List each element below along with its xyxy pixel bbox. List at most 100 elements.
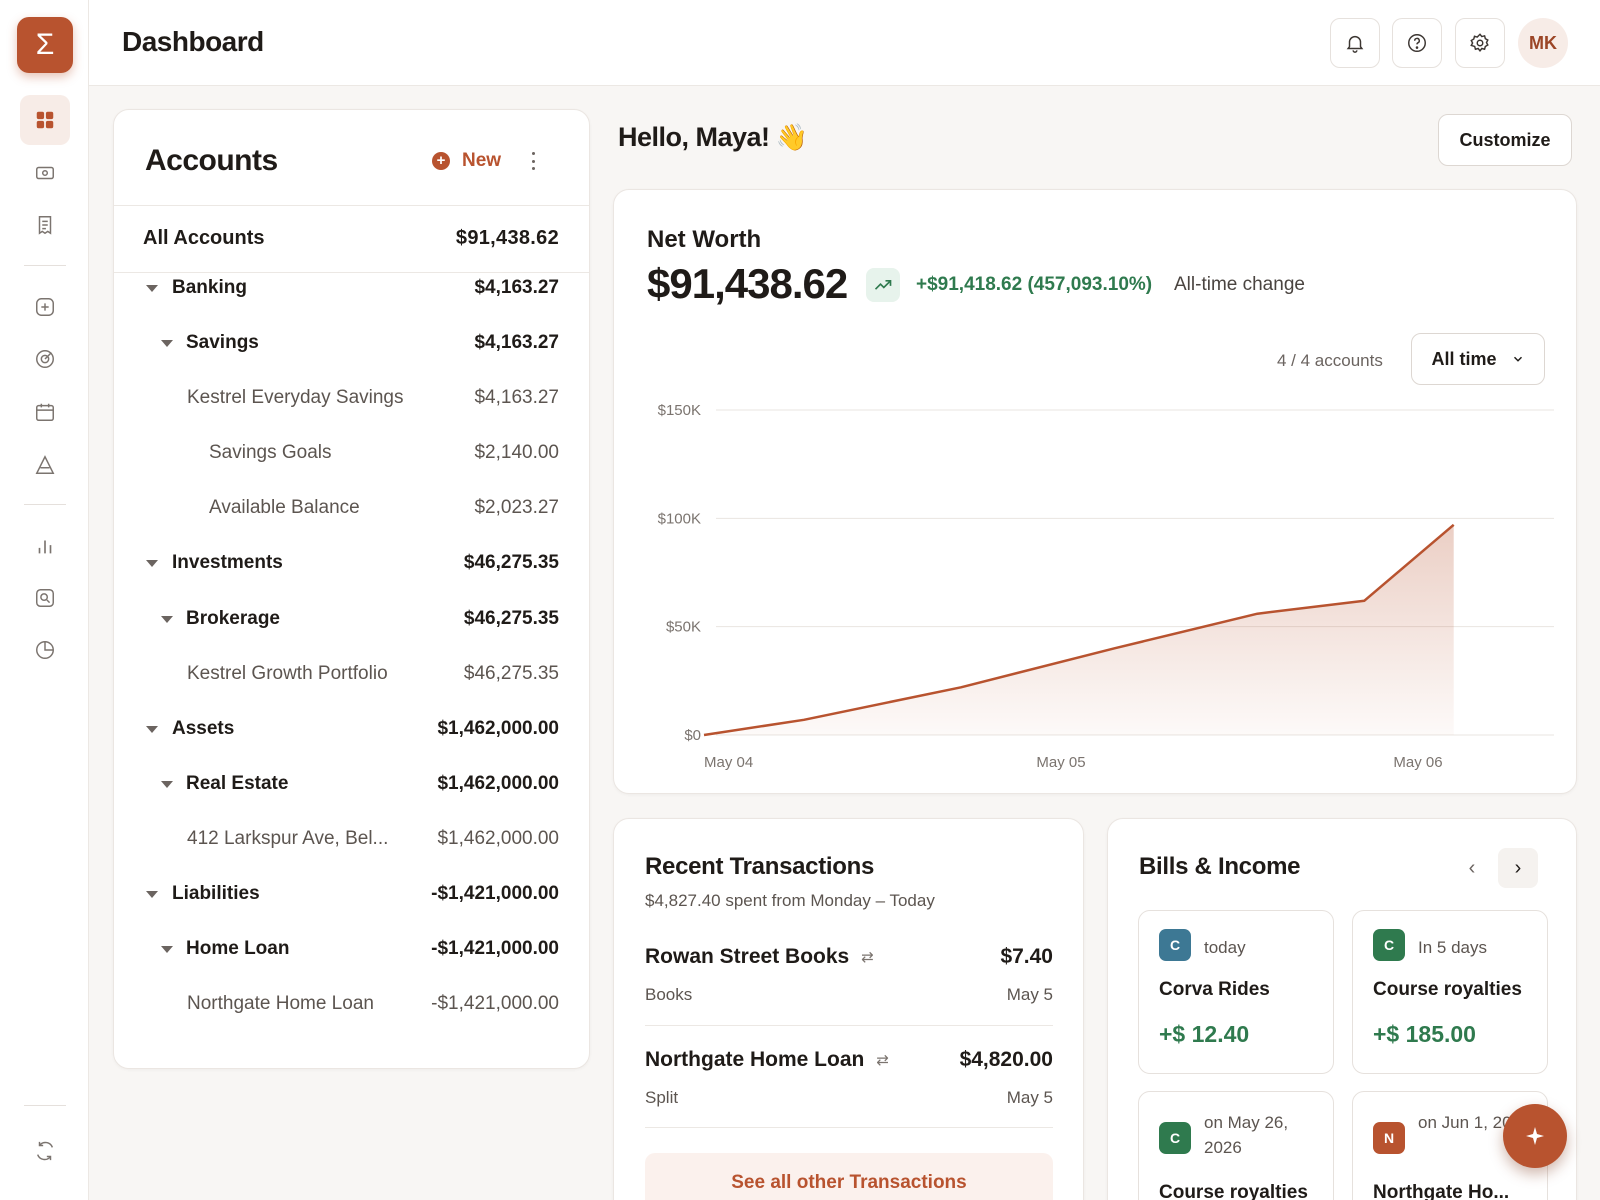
chevron-down-icon bbox=[1513, 356, 1522, 362]
caret-down-icon[interactable] bbox=[161, 946, 173, 953]
nav-search[interactable] bbox=[20, 573, 70, 623]
more-options-icon[interactable] bbox=[527, 148, 539, 174]
account-amount: -$1,421,000.00 bbox=[431, 993, 559, 1014]
bill-name: Northgate Ho... bbox=[1373, 1182, 1510, 1200]
plus-circle-icon: + bbox=[432, 152, 450, 170]
bill-card[interactable]: C In 5 days Course royalties +$ 185.00 bbox=[1352, 910, 1548, 1074]
caret-down-icon[interactable] bbox=[161, 616, 173, 623]
ai-assistant-button[interactable] bbox=[1503, 1104, 1567, 1168]
account-row[interactable]: Northgate Home Loan -$1,421,000.00 bbox=[114, 989, 589, 1019]
top-header: Dashboard MK bbox=[89, 0, 1600, 86]
nav-budget[interactable] bbox=[20, 625, 70, 675]
account-row[interactable]: Banking $4,163.27 bbox=[114, 273, 589, 303]
payee-badge: C bbox=[1159, 929, 1191, 961]
chevron-right-icon[interactable]: › bbox=[1498, 848, 1538, 888]
account-name: Assets bbox=[172, 718, 235, 739]
bill-due: on Jun 1, 2026 bbox=[1418, 1113, 1531, 1132]
nav-accounts[interactable] bbox=[20, 148, 70, 198]
pie-chart-icon bbox=[36, 641, 54, 659]
bill-amount: +$ 12.40 bbox=[1159, 1021, 1250, 1047]
account-amount: $4,163.27 bbox=[474, 332, 559, 353]
nav-goals[interactable] bbox=[20, 334, 70, 384]
help-button[interactable] bbox=[1392, 18, 1442, 68]
account-row[interactable]: Investments $46,275.35 bbox=[114, 548, 589, 578]
change-label: All-time change bbox=[1174, 274, 1305, 295]
calendar-icon bbox=[36, 403, 54, 421]
notifications-button[interactable] bbox=[1330, 18, 1380, 68]
account-row[interactable]: Savings $4,163.27 bbox=[114, 328, 589, 358]
recent-transactions-title: Recent Transactions bbox=[645, 853, 875, 880]
account-row[interactable]: Kestrel Everyday Savings $4,163.27 bbox=[114, 383, 589, 413]
plus-square-icon bbox=[36, 298, 54, 316]
help-icon bbox=[1408, 34, 1426, 52]
bill-card[interactable]: C today Corva Rides +$ 12.40 bbox=[1138, 910, 1334, 1074]
account-row[interactable]: Savings Goals $2,140.00 bbox=[114, 438, 589, 468]
new-account-button[interactable]: + New bbox=[432, 150, 501, 172]
account-name: Kestrel Growth Portfolio bbox=[187, 663, 388, 684]
search-box-icon bbox=[36, 589, 54, 607]
nav-sync[interactable] bbox=[20, 1126, 70, 1176]
customize-button[interactable]: Customize bbox=[1438, 114, 1572, 166]
account-row[interactable]: Kestrel Growth Portfolio $46,275.35 bbox=[114, 659, 589, 689]
sparkle-icon bbox=[1526, 1127, 1544, 1145]
transfer-icon: ⇄ bbox=[861, 949, 874, 966]
chevron-left-icon[interactable]: ‹ bbox=[1468, 856, 1476, 879]
sigma-icon: Σ bbox=[35, 28, 55, 61]
money-icon bbox=[36, 166, 54, 180]
account-row[interactable]: Home Loan -$1,421,000.00 bbox=[114, 934, 589, 964]
app-logo[interactable]: Σ bbox=[17, 17, 73, 73]
account-row[interactable]: 412 Larkspur Ave, Bel... $1,462,000.00 bbox=[114, 824, 589, 854]
account-row[interactable]: Liabilities -$1,421,000.00 bbox=[114, 879, 589, 909]
account-name: Home Loan bbox=[186, 938, 290, 959]
user-avatar[interactable]: MK bbox=[1518, 18, 1568, 68]
account-row[interactable]: Assets $1,462,000.00 bbox=[114, 714, 589, 744]
bill-amount: +$ 185.00 bbox=[1373, 1021, 1476, 1047]
account-name: 412 Larkspur Ave, Bel... bbox=[187, 828, 389, 849]
bill-due: today bbox=[1204, 938, 1246, 957]
caret-down-icon[interactable] bbox=[146, 891, 158, 898]
transfer-icon: ⇄ bbox=[876, 1052, 889, 1069]
y-tick-label: $100K bbox=[658, 510, 701, 527]
settings-button[interactable] bbox=[1455, 18, 1505, 68]
net-worth-card: $0 $50K $100K $150K May 04 May 05 May 06 Net W… bbox=[613, 189, 1577, 794]
nav-investments[interactable] bbox=[20, 440, 70, 490]
caret-down-icon[interactable] bbox=[161, 781, 173, 788]
new-account-label: New bbox=[462, 150, 502, 171]
see-all-transactions-button[interactable]: See all other Transactions bbox=[645, 1153, 1053, 1200]
account-row[interactable]: Brokerage $46,275.35 bbox=[114, 604, 589, 634]
net-worth-line bbox=[703, 523, 1455, 737]
target-icon bbox=[36, 350, 54, 368]
account-name: Banking bbox=[172, 277, 247, 298]
all-accounts-row[interactable]: All Accounts $91,438.62 bbox=[114, 223, 589, 253]
bill-name: Course royalties bbox=[1373, 979, 1522, 1000]
account-row[interactable]: Available Balance $2,023.27 bbox=[114, 493, 589, 523]
caret-down-icon[interactable] bbox=[146, 285, 158, 292]
x-tick-label: May 06 bbox=[1393, 754, 1442, 771]
nav-reports[interactable] bbox=[20, 521, 70, 571]
bar-chart-icon bbox=[38, 540, 52, 554]
trend-up-icon bbox=[866, 268, 900, 302]
net-worth-value: $91,438.62 bbox=[647, 260, 848, 307]
time-range-select[interactable]: All time bbox=[1411, 333, 1545, 385]
caret-down-icon[interactable] bbox=[146, 726, 158, 733]
transaction-category: Books bbox=[645, 985, 693, 1004]
account-row[interactable]: Real Estate $1,462,000.00 bbox=[114, 769, 589, 799]
account-name: Brokerage bbox=[186, 608, 280, 629]
transaction-row[interactable]: Northgate Home Loan ⇄ $4,820.00 Split May… bbox=[645, 1038, 1053, 1138]
account-amount: $1,462,000.00 bbox=[437, 828, 559, 849]
nav-add[interactable] bbox=[20, 282, 70, 332]
transaction-row[interactable]: Rowan Street Books ⇄ $7.40 Books May 5 bbox=[645, 935, 1053, 1035]
transaction-date: May 5 bbox=[1006, 985, 1053, 1004]
account-amount: $2,023.27 bbox=[474, 497, 559, 518]
nav-dashboard[interactable] bbox=[20, 95, 70, 145]
transaction-date: May 5 bbox=[1006, 1088, 1053, 1107]
nav-calendar[interactable] bbox=[20, 387, 70, 437]
bill-due: on May 26, 2026 bbox=[1204, 1113, 1289, 1157]
bill-card[interactable]: C on May 26, 2026 Course royalties bbox=[1138, 1091, 1334, 1200]
caret-down-icon[interactable] bbox=[146, 560, 158, 567]
net-worth-label: Net Worth bbox=[647, 226, 762, 253]
caret-down-icon[interactable] bbox=[161, 340, 173, 347]
x-tick-label: May 04 bbox=[704, 754, 753, 771]
nav-transactions[interactable] bbox=[20, 200, 70, 250]
transaction-amount: $7.40 bbox=[1000, 945, 1053, 968]
